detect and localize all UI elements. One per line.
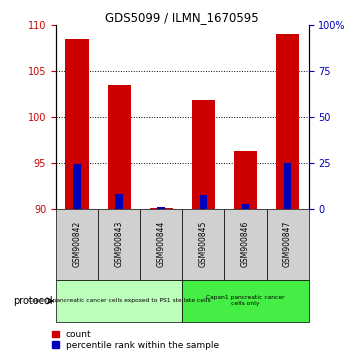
Bar: [182, 209, 225, 280]
Bar: [182, 280, 309, 322]
Text: GSM900846: GSM900846: [241, 221, 250, 268]
Bar: [108, 85, 131, 209]
Bar: [192, 100, 215, 209]
Bar: [56, 280, 182, 322]
Bar: [225, 209, 266, 280]
Bar: [140, 209, 182, 280]
Text: Capan1 pancreatic cancer
cells only: Capan1 pancreatic cancer cells only: [206, 296, 285, 306]
Bar: [284, 163, 291, 209]
Text: Capan1 pancreatic cancer cells exposed to PS1 stellate cells: Capan1 pancreatic cancer cells exposed t…: [28, 298, 210, 303]
Bar: [242, 204, 249, 209]
Legend: count, percentile rank within the sample: count, percentile rank within the sample: [52, 329, 220, 350]
Bar: [157, 207, 165, 209]
Bar: [266, 209, 309, 280]
Text: GSM900842: GSM900842: [73, 221, 82, 267]
Bar: [276, 34, 299, 209]
Title: GDS5099 / ILMN_1670595: GDS5099 / ILMN_1670595: [105, 11, 259, 24]
Bar: [115, 194, 123, 209]
Text: GSM900847: GSM900847: [283, 221, 292, 268]
Bar: [56, 209, 98, 280]
Bar: [73, 164, 81, 209]
Bar: [98, 209, 140, 280]
Text: GSM900845: GSM900845: [199, 221, 208, 268]
Bar: [65, 39, 88, 209]
Text: GSM900843: GSM900843: [115, 221, 123, 268]
Bar: [234, 151, 257, 209]
Bar: [200, 195, 207, 209]
Text: GSM900844: GSM900844: [157, 221, 166, 268]
Text: protocol: protocol: [13, 296, 52, 306]
